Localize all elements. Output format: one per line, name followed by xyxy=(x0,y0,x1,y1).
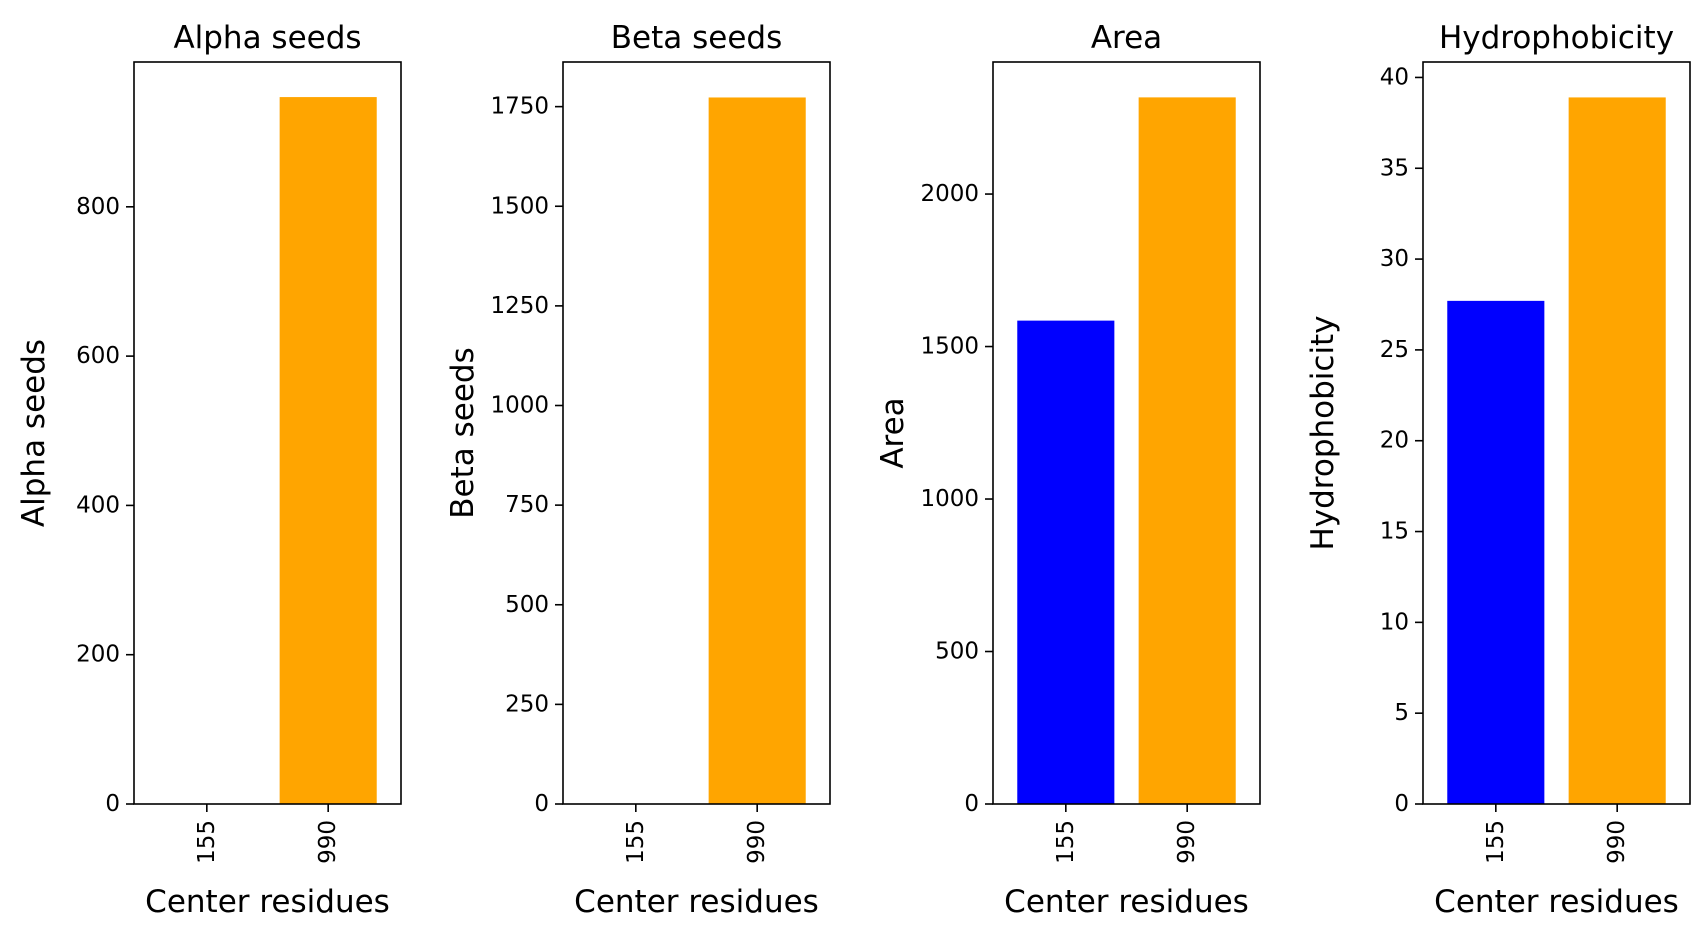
y-tick-label: 600 xyxy=(76,343,120,369)
x-axis-label: Center residues xyxy=(1004,884,1249,920)
x-axis-label: Center residues xyxy=(1434,884,1679,920)
panel-title: Hydrophobicity xyxy=(1439,20,1674,56)
y-tick-label: 0 xyxy=(105,791,120,817)
y-tick-label: 200 xyxy=(76,642,120,668)
x-axis-label: Center residues xyxy=(574,884,819,920)
subplot-2: 155 990 0 250 500 750 1000 1250 1500 1750 Beta see… xyxy=(445,20,831,920)
y-tick-label: 1000 xyxy=(920,486,979,512)
x-tick-label: 155 xyxy=(623,820,649,864)
panel-title: Alpha seeds xyxy=(173,20,361,56)
y-tick-label: 2000 xyxy=(920,181,979,207)
bar-990 xyxy=(1138,97,1236,804)
x-tick-label: 155 xyxy=(194,820,220,864)
panel-title: Area xyxy=(1091,20,1162,56)
y-tick-label: 25 xyxy=(1380,337,1409,363)
y-axis-label: Alpha seeds xyxy=(16,339,52,527)
bar-155 xyxy=(1447,300,1545,804)
subplot-1: 155 990 0 200 400 600 800 Alpha seeds Center res… xyxy=(16,20,402,920)
y-axis-label: Hydrophobicity xyxy=(1305,315,1341,550)
x-tick-label: 990 xyxy=(1174,820,1200,864)
subplot-3: 155 990 0 500 1000 1500 2000 Area Center residue… xyxy=(875,20,1261,920)
y-tick-label: 250 xyxy=(505,691,549,717)
y-tick-label: 500 xyxy=(505,592,549,618)
y-tick-label: 5 xyxy=(1394,700,1409,726)
y-axis-label: Beta seeds xyxy=(445,347,481,518)
y-tick-label: 10 xyxy=(1380,609,1409,635)
axes-frame xyxy=(562,61,831,805)
bar-155 xyxy=(1017,320,1115,804)
y-tick-label: 0 xyxy=(534,791,549,817)
y-tick-label: 1500 xyxy=(490,193,549,219)
y-tick-label: 0 xyxy=(1394,791,1409,817)
x-tick-label: 990 xyxy=(315,820,341,864)
y-tick-label: 30 xyxy=(1380,246,1409,272)
y-tick-label: 1750 xyxy=(490,94,549,120)
x-tick-label: 990 xyxy=(744,820,770,864)
y-tick-label: 0 xyxy=(964,791,979,817)
y-tick-label: 1500 xyxy=(920,334,979,360)
y-tick-label: 750 xyxy=(505,492,549,518)
panel-title: Beta seeds xyxy=(611,20,782,56)
y-tick-label: 500 xyxy=(935,639,979,665)
y-tick-label: 800 xyxy=(76,194,120,220)
x-tick-label: 990 xyxy=(1604,820,1630,864)
y-tick-label: 1250 xyxy=(490,293,549,319)
y-axis-label: Area xyxy=(875,397,911,468)
y-tick-label: 35 xyxy=(1380,155,1409,181)
y-tick-label: 400 xyxy=(76,492,120,518)
axes-frame xyxy=(992,61,1261,805)
bar-990 xyxy=(1568,97,1666,805)
bar-990 xyxy=(279,97,377,804)
bar-990 xyxy=(708,97,806,805)
y-tick-label: 40 xyxy=(1380,64,1409,90)
subplot-4: 155 990 0 5 10 15 20 25 30 35 40 Hydrophobicity Cent… xyxy=(1305,20,1691,920)
y-tick-label: 15 xyxy=(1380,519,1409,545)
y-tick-label: 1000 xyxy=(490,393,549,419)
axes-frame xyxy=(1422,61,1691,805)
x-axis-label: Center residues xyxy=(145,884,390,920)
axes-frame xyxy=(133,61,402,805)
y-tick-label: 20 xyxy=(1380,428,1409,454)
x-tick-label: 155 xyxy=(1053,820,1079,864)
x-tick-label: 155 xyxy=(1483,820,1509,864)
